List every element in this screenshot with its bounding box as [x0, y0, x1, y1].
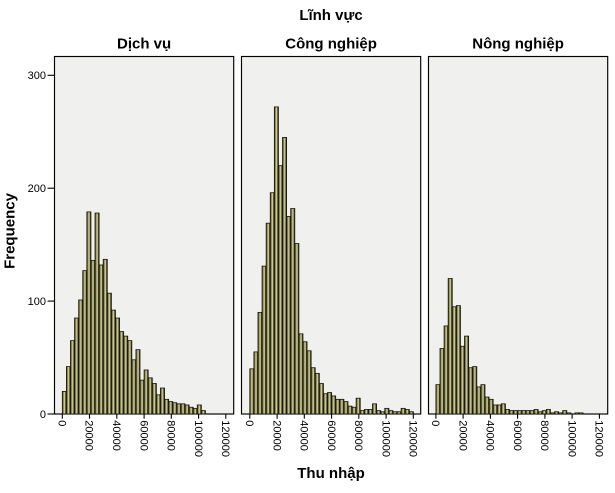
svg-text:200: 200 — [28, 183, 46, 195]
svg-text:Nông nghiệp: Nông nghiệp — [472, 35, 564, 52]
svg-text:20000: 20000 — [83, 420, 95, 451]
svg-text:40000: 40000 — [298, 420, 310, 451]
svg-text:120000: 120000 — [219, 420, 231, 457]
svg-text:100000: 100000 — [565, 420, 577, 457]
svg-text:Công nghiệp: Công nghiệp — [285, 35, 377, 52]
svg-text:80000: 80000 — [165, 420, 177, 451]
svg-text:0: 0 — [56, 420, 68, 426]
svg-text:20000: 20000 — [270, 420, 282, 451]
svg-text:120000: 120000 — [593, 420, 605, 457]
svg-text:0: 0 — [429, 420, 441, 426]
svg-text:80000: 80000 — [538, 420, 550, 451]
svg-text:40000: 40000 — [110, 420, 122, 451]
svg-text:300: 300 — [28, 70, 46, 82]
svg-text:Thu nhập: Thu nhập — [297, 465, 365, 482]
svg-text:Frequency: Frequency — [2, 192, 19, 269]
svg-text:120000: 120000 — [407, 420, 419, 457]
svg-text:20000: 20000 — [456, 420, 468, 451]
svg-text:0: 0 — [243, 420, 255, 426]
svg-text:60000: 60000 — [325, 420, 337, 451]
svg-text:100: 100 — [28, 296, 46, 308]
svg-text:60000: 60000 — [137, 420, 149, 451]
svg-text:100000: 100000 — [192, 420, 204, 457]
svg-text:60000: 60000 — [511, 420, 523, 451]
svg-text:40000: 40000 — [484, 420, 496, 451]
svg-text:0: 0 — [40, 409, 46, 421]
svg-text:Dịch vụ: Dịch vụ — [117, 35, 171, 52]
svg-text:Lĩnh vực: Lĩnh vực — [299, 7, 362, 24]
svg-text:100000: 100000 — [379, 420, 391, 457]
svg-text:80000: 80000 — [352, 420, 364, 451]
